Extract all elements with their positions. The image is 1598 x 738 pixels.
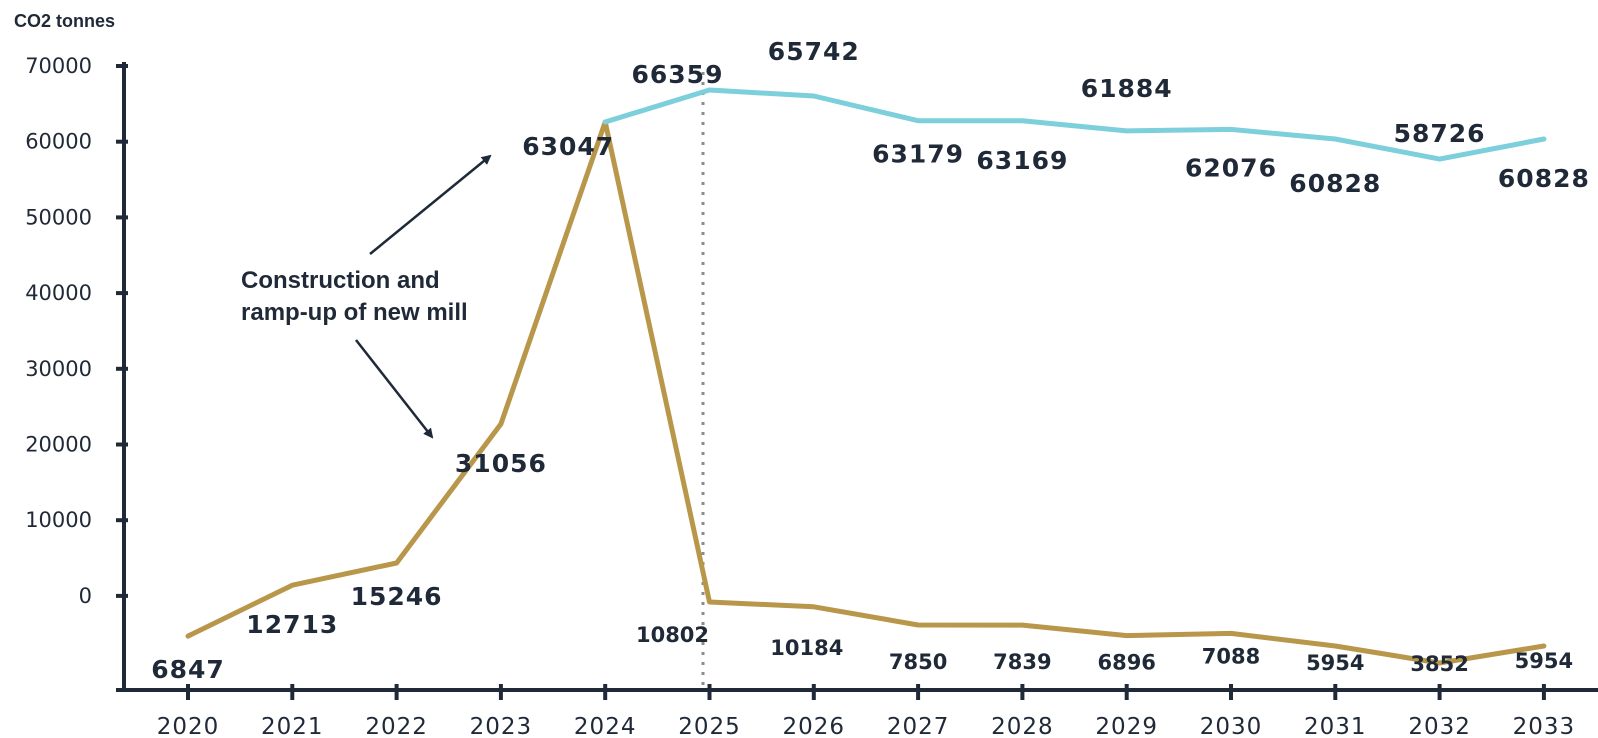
- data-label: 66359: [632, 60, 724, 89]
- y-tick-label: 30000: [25, 357, 92, 381]
- data-label: 62076: [1185, 153, 1277, 182]
- x-ticks: 2020 2021 2022 2023 2024 2025 2026 2027 2028 2029…: [157, 684, 1576, 738]
- axes: [116, 62, 1598, 692]
- annotation-line2: ramp-up of new mill: [241, 299, 468, 326]
- data-labels: 6847 12713 15246 31056 63047 10802 10184 7850 78…: [151, 37, 1590, 684]
- data-label: 3852: [1410, 652, 1468, 676]
- data-label: 5954: [1515, 649, 1573, 673]
- y-ticks: 70000 60000 50000 40000 30000 20000 10000 0: [25, 54, 128, 608]
- x-tick-label: 2028: [991, 714, 1054, 738]
- data-label: 10184: [770, 636, 843, 660]
- series-lines: [185, 87, 1547, 666]
- data-label: 10802: [636, 623, 709, 647]
- x-tick-label: 2023: [470, 714, 533, 738]
- data-label: 63047: [522, 132, 614, 161]
- x-tick-label: 2024: [574, 714, 637, 738]
- data-label: 65742: [768, 37, 860, 66]
- annotation-arrow-down: [355, 339, 434, 439]
- y-tick-label: 40000: [25, 281, 92, 305]
- y-axis-label: CO2 tonnes: [14, 11, 115, 31]
- annotation-arrow-up: [369, 154, 492, 255]
- x-tick-label: 2026: [783, 714, 846, 738]
- annotation-line1: Construction and: [241, 267, 440, 294]
- x-tick-label: 2029: [1095, 714, 1158, 738]
- data-label: 61884: [1081, 74, 1173, 103]
- data-label: 6896: [1097, 651, 1155, 675]
- data-label: 7839: [993, 650, 1051, 674]
- data-label: 7850: [889, 650, 947, 674]
- data-label: 5954: [1306, 651, 1364, 675]
- annotation: Construction and ramp-up of new mill: [241, 154, 492, 439]
- y-tick-label: 10000: [25, 508, 92, 532]
- data-label: 31056: [455, 449, 547, 478]
- data-label: 12713: [246, 610, 338, 639]
- data-label: 6847: [151, 655, 225, 684]
- x-tick-label: 2027: [887, 714, 950, 738]
- x-tick-label: 2020: [157, 714, 220, 738]
- x-tick-label: 2032: [1408, 714, 1471, 738]
- data-label: 15246: [351, 582, 443, 611]
- data-label: 60828: [1289, 169, 1381, 198]
- data-label: 60828: [1498, 164, 1590, 193]
- series-line-0: [185, 119, 1547, 666]
- y-tick-label: 70000: [25, 54, 92, 78]
- data-label: 58726: [1394, 119, 1486, 148]
- x-tick-label: 2021: [261, 714, 324, 738]
- data-label: 63169: [976, 146, 1068, 175]
- x-tick-label: 2025: [678, 714, 741, 738]
- y-tick-label: 60000: [25, 130, 92, 154]
- y-tick-label: 50000: [25, 205, 92, 229]
- x-tick-label: 2030: [1200, 714, 1263, 738]
- x-tick-label: 2033: [1513, 714, 1576, 738]
- x-tick-label: 2022: [365, 714, 428, 738]
- data-label: 63179: [872, 140, 964, 169]
- y-tick-label: 0: [79, 584, 92, 608]
- y-tick-label: 20000: [25, 433, 92, 457]
- series-line-1: [602, 87, 1547, 162]
- data-label: 7088: [1202, 644, 1260, 668]
- x-tick-label: 2031: [1304, 714, 1367, 738]
